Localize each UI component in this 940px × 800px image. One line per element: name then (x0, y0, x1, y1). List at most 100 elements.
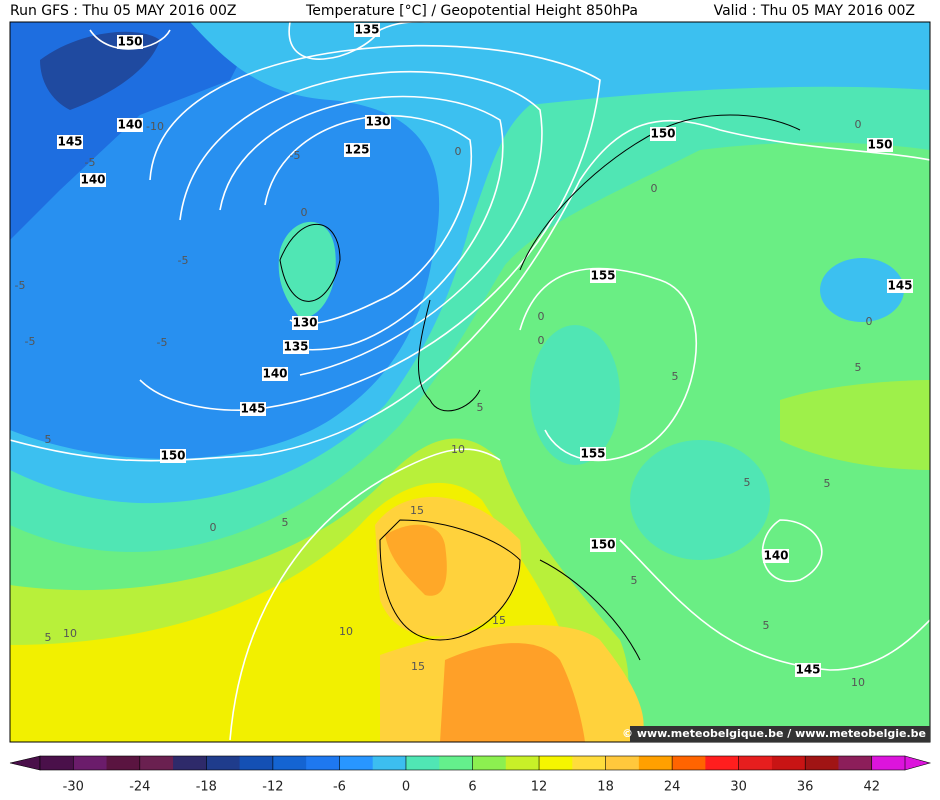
colorbar-segment (40, 756, 74, 770)
temperature-label: -10 (146, 120, 164, 133)
temperature-label: 5 (282, 516, 289, 529)
temperature-label: 0 (866, 315, 873, 328)
temperature-label: 5 (477, 401, 484, 414)
temperature-label: 10 (339, 625, 353, 638)
height-label-box (795, 663, 821, 677)
colorbar-segment (505, 756, 540, 770)
height-label: 140 (763, 549, 788, 563)
height-label-box (763, 549, 789, 563)
colorbar-segment (771, 756, 806, 770)
east-warm-patch (780, 380, 930, 470)
temperature-label: 5 (631, 574, 638, 587)
height-label: 150 (160, 449, 185, 463)
temperature-label: -5 (157, 336, 168, 349)
temperature-label: 0 (538, 334, 545, 347)
temperature-label: 0 (651, 182, 658, 195)
colorbar-segment (672, 756, 706, 770)
colorbar-segment (738, 756, 773, 770)
height-label-box (80, 173, 106, 187)
height-label: 125 (344, 143, 369, 157)
height-label-box (240, 402, 266, 416)
temperature-label: 5 (763, 619, 770, 632)
colorbar-segment (173, 756, 207, 770)
colorbar-segment (539, 756, 573, 770)
balkan-patch (630, 440, 770, 560)
map: © www.meteobelgique.be / www.meteobelgie… (9, 21, 931, 743)
height-label-box (590, 269, 616, 283)
height-label: 150 (590, 538, 615, 552)
temperature-label: 5 (45, 631, 52, 644)
colorbar-tick-label: 12 (531, 780, 548, 795)
temperature-label: 5 (45, 433, 52, 446)
temperature-label: 0 (455, 145, 462, 158)
colorbar-segment (805, 756, 839, 770)
colorbar-segment (705, 756, 740, 770)
height-label: 140 (262, 367, 287, 381)
colorbar-segment (339, 756, 374, 770)
colorbar-tick-label: -12 (262, 780, 283, 795)
watermark: © www.meteobelgique.be / www.meteobelgie… (622, 727, 926, 740)
watermark-box (630, 726, 930, 742)
height-label: 145 (887, 279, 912, 293)
colorbar-segment (472, 756, 507, 770)
temperature-label: 5 (824, 477, 831, 490)
east-cold-patch (820, 258, 904, 322)
height-label: 145 (57, 135, 82, 149)
height-label: 140 (117, 118, 142, 132)
header-center: Temperature [°C] / Geopotential Height 8… (305, 3, 638, 19)
height-label-box (650, 127, 676, 141)
colorbar-segment (871, 756, 906, 770)
temperature-label: 0 (538, 310, 545, 323)
height-label: 140 (80, 173, 105, 187)
map-frame (9, 21, 931, 743)
height-label-box (867, 138, 893, 152)
height-label-box (117, 35, 143, 49)
colorbar-segment (139, 756, 174, 770)
height-label-box (117, 118, 143, 132)
colorbar-segment (572, 756, 607, 770)
colorbar-segment (239, 756, 274, 770)
colorbar-segment (838, 756, 873, 770)
height-label: 150 (867, 138, 892, 152)
height-contours (10, 22, 930, 741)
header-right: Valid : Thu 05 MAY 2016 00Z (714, 3, 915, 19)
header-left: Run GFS : Thu 05 MAY 2016 00Z (10, 3, 237, 19)
temperature-label: -5 (290, 149, 301, 162)
temperature-label: 10 (851, 676, 865, 689)
height-label: 130 (365, 115, 390, 129)
colorbar-segment (405, 756, 440, 770)
colorbar-tick-label: 30 (730, 780, 747, 795)
temperature-label: 5 (672, 370, 679, 383)
colorbar-segment (605, 756, 640, 770)
africa-hot (440, 643, 585, 742)
height-label: 130 (292, 316, 317, 330)
colorbar-segment (272, 756, 307, 770)
colorbar-segment (372, 756, 407, 770)
height-label: 150 (650, 127, 675, 141)
height-label-box (354, 23, 380, 37)
temperature-label: 15 (492, 614, 506, 627)
height-label-box (262, 367, 288, 381)
colorbar-segment (106, 756, 141, 770)
temperature-label: 0 (301, 206, 308, 219)
height-label: 155 (580, 447, 605, 461)
temperature-label: 15 (411, 660, 425, 673)
height-label: 135 (354, 23, 379, 37)
temperature-label: 5 (744, 476, 751, 489)
temperature-label: 0 (210, 521, 217, 534)
temperature-label: 15 (410, 504, 424, 517)
temperature-label: -5 (85, 156, 96, 169)
colorbar-tick-label: 6 (468, 780, 476, 795)
temperature-label: -5 (15, 279, 26, 292)
height-label-box (57, 135, 83, 149)
colorbar-tick-label: -18 (196, 780, 217, 795)
colorbar-tick-label: 24 (664, 780, 681, 795)
height-label: 145 (240, 402, 265, 416)
height-label-box (590, 538, 616, 552)
colorbar-tick-label: -6 (333, 780, 346, 795)
colorbar-tick-label: 36 (797, 780, 814, 795)
height-label: 135 (283, 340, 308, 354)
colorbar-tick-label: -24 (129, 780, 150, 795)
temperature-label: 5 (855, 361, 862, 374)
